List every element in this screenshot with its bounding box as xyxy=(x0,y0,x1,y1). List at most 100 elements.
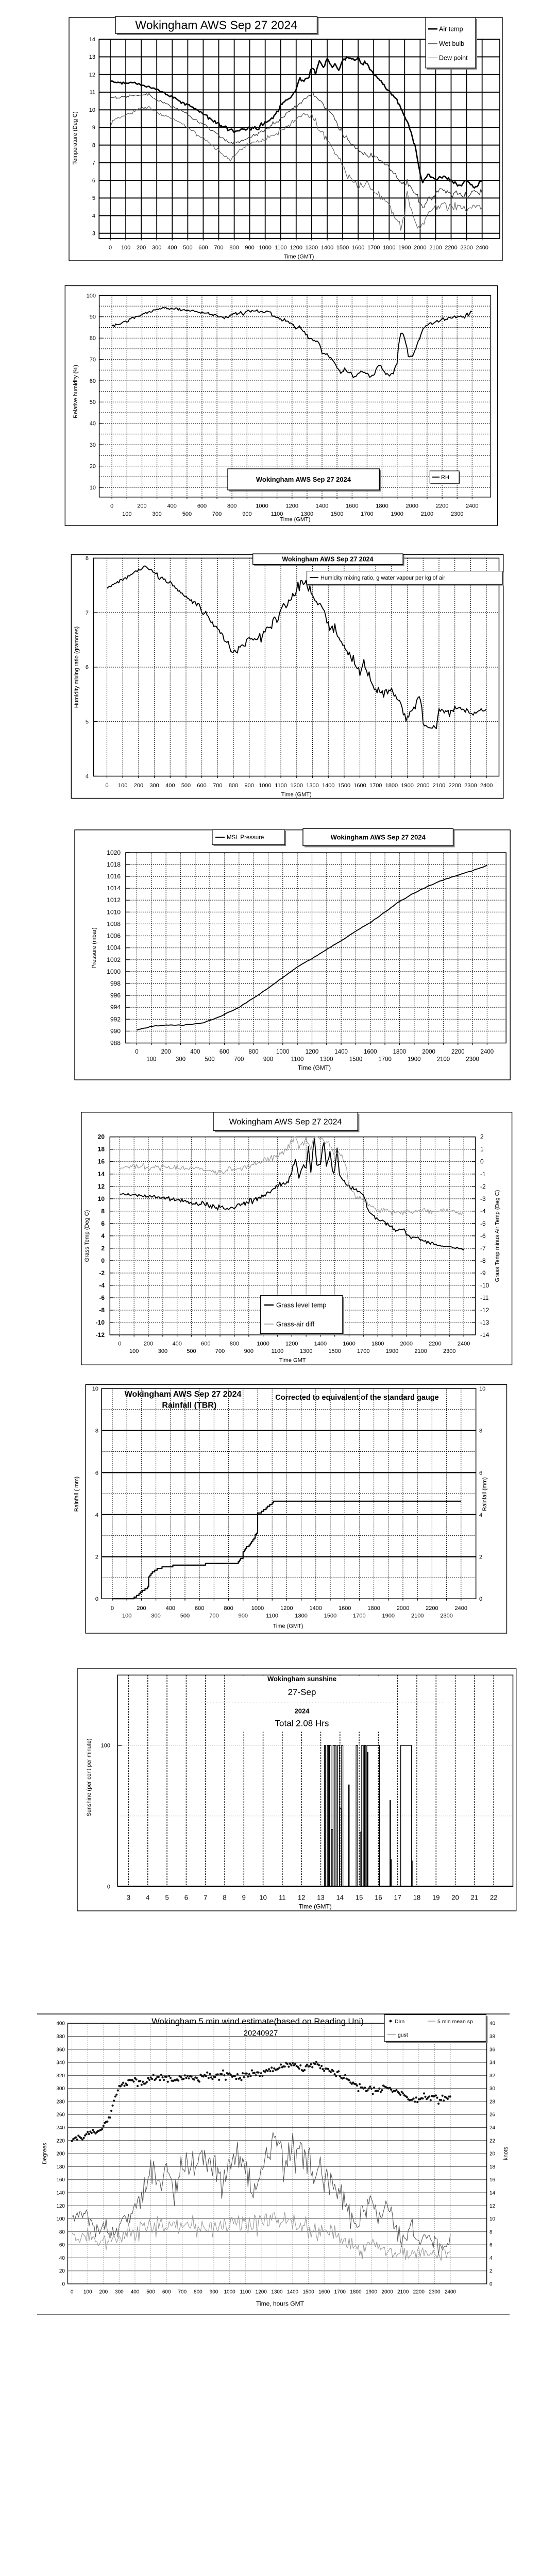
svg-text:300: 300 xyxy=(149,783,159,789)
svg-text:19: 19 xyxy=(432,1894,439,1902)
svg-text:2000: 2000 xyxy=(381,2290,393,2295)
svg-text:800: 800 xyxy=(194,2290,202,2295)
svg-text:2000: 2000 xyxy=(417,783,429,789)
svg-text:600: 600 xyxy=(197,783,206,789)
svg-text:2: 2 xyxy=(101,1245,105,1252)
svg-text:Rainfall (TBR): Rainfall (TBR) xyxy=(162,1401,216,1410)
svg-text:60: 60 xyxy=(59,2243,65,2248)
svg-text:2200: 2200 xyxy=(426,1605,438,1612)
svg-text:60: 60 xyxy=(90,378,96,384)
svg-text:Grass Temp minus Air Temp (Deg: Grass Temp minus Air Temp (Deg C) xyxy=(494,1190,500,1282)
svg-text:Time (GMT): Time (GMT) xyxy=(280,517,311,523)
svg-text:1700: 1700 xyxy=(361,511,373,517)
svg-text:Rainfall ( mm): Rainfall ( mm) xyxy=(74,1477,80,1512)
svg-text:7: 7 xyxy=(86,610,89,616)
svg-text:36: 36 xyxy=(489,2047,496,2053)
svg-text:1500: 1500 xyxy=(331,511,343,517)
svg-text:1300: 1300 xyxy=(306,783,318,789)
svg-text:700: 700 xyxy=(213,783,222,789)
svg-text:100: 100 xyxy=(122,1613,131,1619)
svg-text:100: 100 xyxy=(129,1348,139,1354)
svg-text:1900: 1900 xyxy=(408,1056,421,1062)
svg-text:700: 700 xyxy=(212,511,222,517)
svg-text:1400: 1400 xyxy=(321,245,333,251)
svg-text:260: 260 xyxy=(56,2112,65,2118)
svg-text:1600: 1600 xyxy=(353,783,366,789)
svg-text:300: 300 xyxy=(115,2290,124,2295)
svg-text:Humidity mixing ratio (grammes: Humidity mixing ratio (grammes) xyxy=(74,626,80,708)
svg-text:18: 18 xyxy=(489,2164,496,2170)
svg-text:1400: 1400 xyxy=(322,783,334,789)
svg-text:1004: 1004 xyxy=(107,944,121,952)
svg-text:50: 50 xyxy=(90,399,96,405)
svg-text:-4: -4 xyxy=(99,1282,105,1289)
svg-text:13: 13 xyxy=(89,54,95,60)
svg-text:2: 2 xyxy=(95,1554,98,1561)
svg-text:1900: 1900 xyxy=(391,511,403,517)
svg-text:300: 300 xyxy=(151,1613,160,1619)
svg-text:900: 900 xyxy=(245,245,254,251)
svg-text:200: 200 xyxy=(144,1341,153,1347)
svg-text:7: 7 xyxy=(204,1894,207,1902)
svg-text:300: 300 xyxy=(152,245,161,251)
svg-text:300: 300 xyxy=(176,1056,185,1062)
svg-text:0: 0 xyxy=(105,783,108,789)
svg-text:200: 200 xyxy=(134,783,143,789)
svg-text:700: 700 xyxy=(214,245,223,251)
svg-text:300: 300 xyxy=(152,511,161,517)
svg-text:Wet bulb: Wet bulb xyxy=(439,40,464,47)
svg-text:2200: 2200 xyxy=(451,1049,465,1055)
svg-text:6: 6 xyxy=(184,1894,188,1902)
svg-text:2400: 2400 xyxy=(481,1049,494,1055)
svg-text:900: 900 xyxy=(242,511,251,517)
svg-text:21: 21 xyxy=(471,1894,478,1902)
svg-text:1600: 1600 xyxy=(343,1341,355,1347)
svg-text:28: 28 xyxy=(489,2099,496,2105)
svg-text:800: 800 xyxy=(249,1049,259,1055)
svg-text:2400: 2400 xyxy=(455,1605,467,1612)
svg-text:1006: 1006 xyxy=(107,933,121,940)
svg-text:40: 40 xyxy=(59,2256,65,2261)
svg-text:6: 6 xyxy=(101,1220,105,1227)
svg-text:994: 994 xyxy=(110,1004,121,1011)
svg-text:100: 100 xyxy=(101,1743,110,1749)
svg-text:992: 992 xyxy=(110,1015,121,1023)
svg-text:600: 600 xyxy=(195,1605,204,1612)
svg-text:-7: -7 xyxy=(480,1245,486,1252)
svg-text:38: 38 xyxy=(489,2034,496,2040)
svg-text:1400: 1400 xyxy=(314,1341,327,1347)
svg-text:220: 220 xyxy=(56,2138,65,2144)
svg-text:34: 34 xyxy=(489,2060,496,2066)
svg-text:Grass level temp: Grass level temp xyxy=(276,1301,327,1309)
svg-text:990: 990 xyxy=(110,1027,121,1035)
svg-text:knots: knots xyxy=(503,2146,509,2160)
svg-text:10: 10 xyxy=(489,2216,496,2222)
svg-text:200: 200 xyxy=(56,2151,65,2157)
svg-text:2: 2 xyxy=(479,1554,482,1561)
svg-text:1800: 1800 xyxy=(350,2290,362,2295)
svg-text:1700: 1700 xyxy=(357,1348,369,1354)
svg-text:800: 800 xyxy=(224,1605,233,1612)
svg-text:4: 4 xyxy=(489,2256,493,2261)
svg-text:12: 12 xyxy=(89,72,95,78)
svg-text:10: 10 xyxy=(259,1894,266,1902)
svg-text:-12: -12 xyxy=(480,1307,489,1314)
svg-text:Dew point: Dew point xyxy=(439,55,468,62)
svg-text:1200: 1200 xyxy=(280,1605,293,1612)
svg-text:Pressure (mbar): Pressure (mbar) xyxy=(91,927,97,968)
svg-text:12: 12 xyxy=(489,2204,496,2209)
svg-text:1400: 1400 xyxy=(310,1605,322,1612)
svg-text:Time (GMT): Time (GMT) xyxy=(299,1903,332,1910)
svg-text:2100: 2100 xyxy=(433,783,445,789)
svg-text:1100: 1100 xyxy=(272,1348,284,1354)
svg-text:500: 500 xyxy=(183,245,192,251)
svg-text:1500: 1500 xyxy=(338,783,350,789)
svg-text:32: 32 xyxy=(489,2073,496,2079)
svg-text:Wokingham AWS Sep 27 2024: Wokingham AWS Sep 27 2024 xyxy=(125,1390,242,1399)
svg-text:1500: 1500 xyxy=(302,2290,314,2295)
svg-text:2400: 2400 xyxy=(458,1341,470,1347)
svg-text:14: 14 xyxy=(98,1171,105,1178)
svg-text:40: 40 xyxy=(489,2021,496,2027)
svg-text:800: 800 xyxy=(227,503,236,510)
svg-text:2400: 2400 xyxy=(466,503,478,510)
